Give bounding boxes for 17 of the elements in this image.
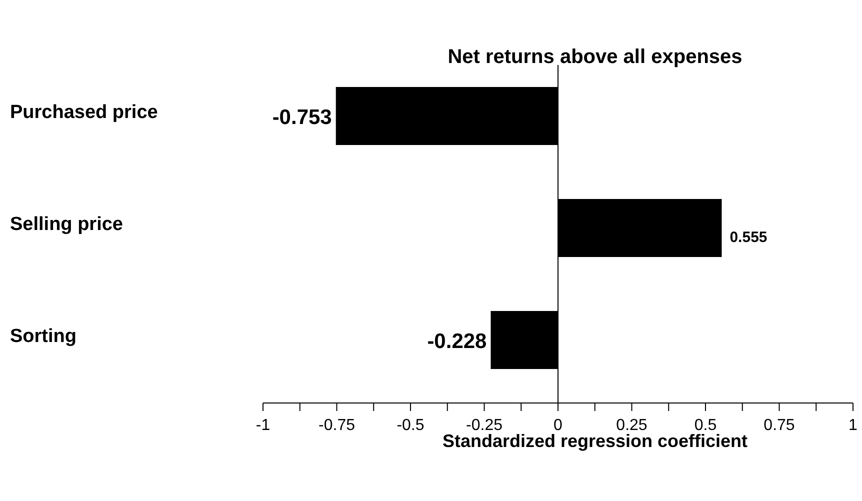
x-tick-label: 0.5 <box>694 417 717 434</box>
x-tick-label: 0 <box>554 417 563 434</box>
x-tick-label: 1 <box>848 417 858 434</box>
y-tick-label: Sorting <box>10 326 76 347</box>
x-tick-label: 0.25 <box>616 417 648 434</box>
data-label: -0.228 <box>427 330 488 353</box>
x-tick-label: -0.75 <box>318 417 356 434</box>
x-tick-label: 0.75 <box>764 417 795 434</box>
data-label: 0.555 <box>730 229 768 246</box>
chart-title: Net returns above all expenses <box>448 46 742 68</box>
x-tick-label: -1 <box>256 417 270 434</box>
x-tick-label: -0.5 <box>396 417 424 434</box>
x-axis-title: Standardized regression coefficient <box>442 431 748 451</box>
data-label: -0.753 <box>272 106 332 129</box>
y-tick-label: Purchased price <box>10 102 158 123</box>
y-tick-label: Selling price <box>10 214 123 235</box>
x-tick-label: -0.25 <box>466 417 503 434</box>
